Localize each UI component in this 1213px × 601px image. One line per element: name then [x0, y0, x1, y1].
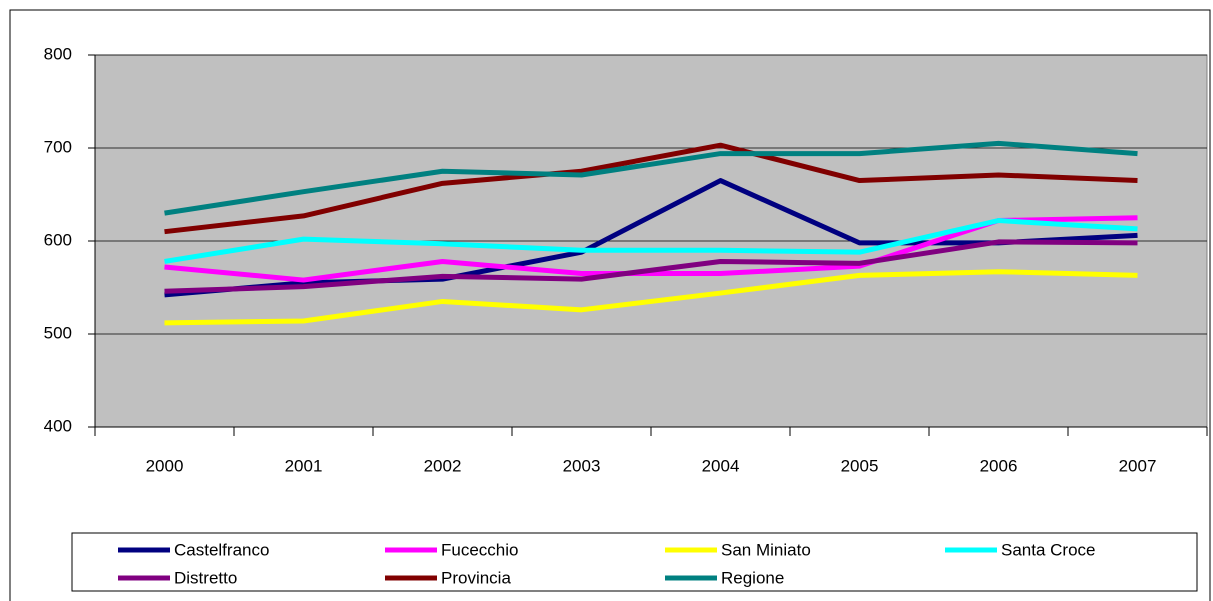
legend: [71, 532, 1198, 592]
x-tick-label: 2001: [285, 456, 323, 475]
x-tick-label: 2005: [841, 456, 879, 475]
y-tick-label: 700: [44, 137, 72, 156]
series-line: [164, 140, 1138, 216]
series-line: [164, 178, 1138, 298]
legend-label: Santa Croce: [1001, 540, 1096, 559]
y-tick-label: 600: [44, 230, 72, 249]
x-tick-label: 2000: [146, 456, 184, 475]
series-line: [164, 142, 1138, 235]
legend-label: Distretto: [174, 568, 237, 587]
x-tick-label: 2002: [424, 456, 462, 475]
series-line: [164, 269, 1138, 326]
legend-label: Provincia: [441, 568, 511, 587]
series-line: [164, 239, 1138, 294]
y-tick-label: 400: [44, 416, 72, 435]
x-tick-label: 2004: [702, 456, 740, 475]
x-tick-label: 2006: [980, 456, 1018, 475]
legend-label: San Miniato: [721, 540, 811, 559]
x-tick-label: 2007: [1119, 456, 1157, 475]
y-tick-label: 500: [44, 323, 72, 342]
series-line: [164, 218, 1138, 264]
x-tick-label: 2003: [563, 456, 601, 475]
legend-label: Regione: [721, 568, 784, 587]
y-tick-label: 800: [44, 44, 72, 63]
legend-label: Fucecchio: [441, 540, 518, 559]
legend-label: Castelfranco: [174, 540, 269, 559]
